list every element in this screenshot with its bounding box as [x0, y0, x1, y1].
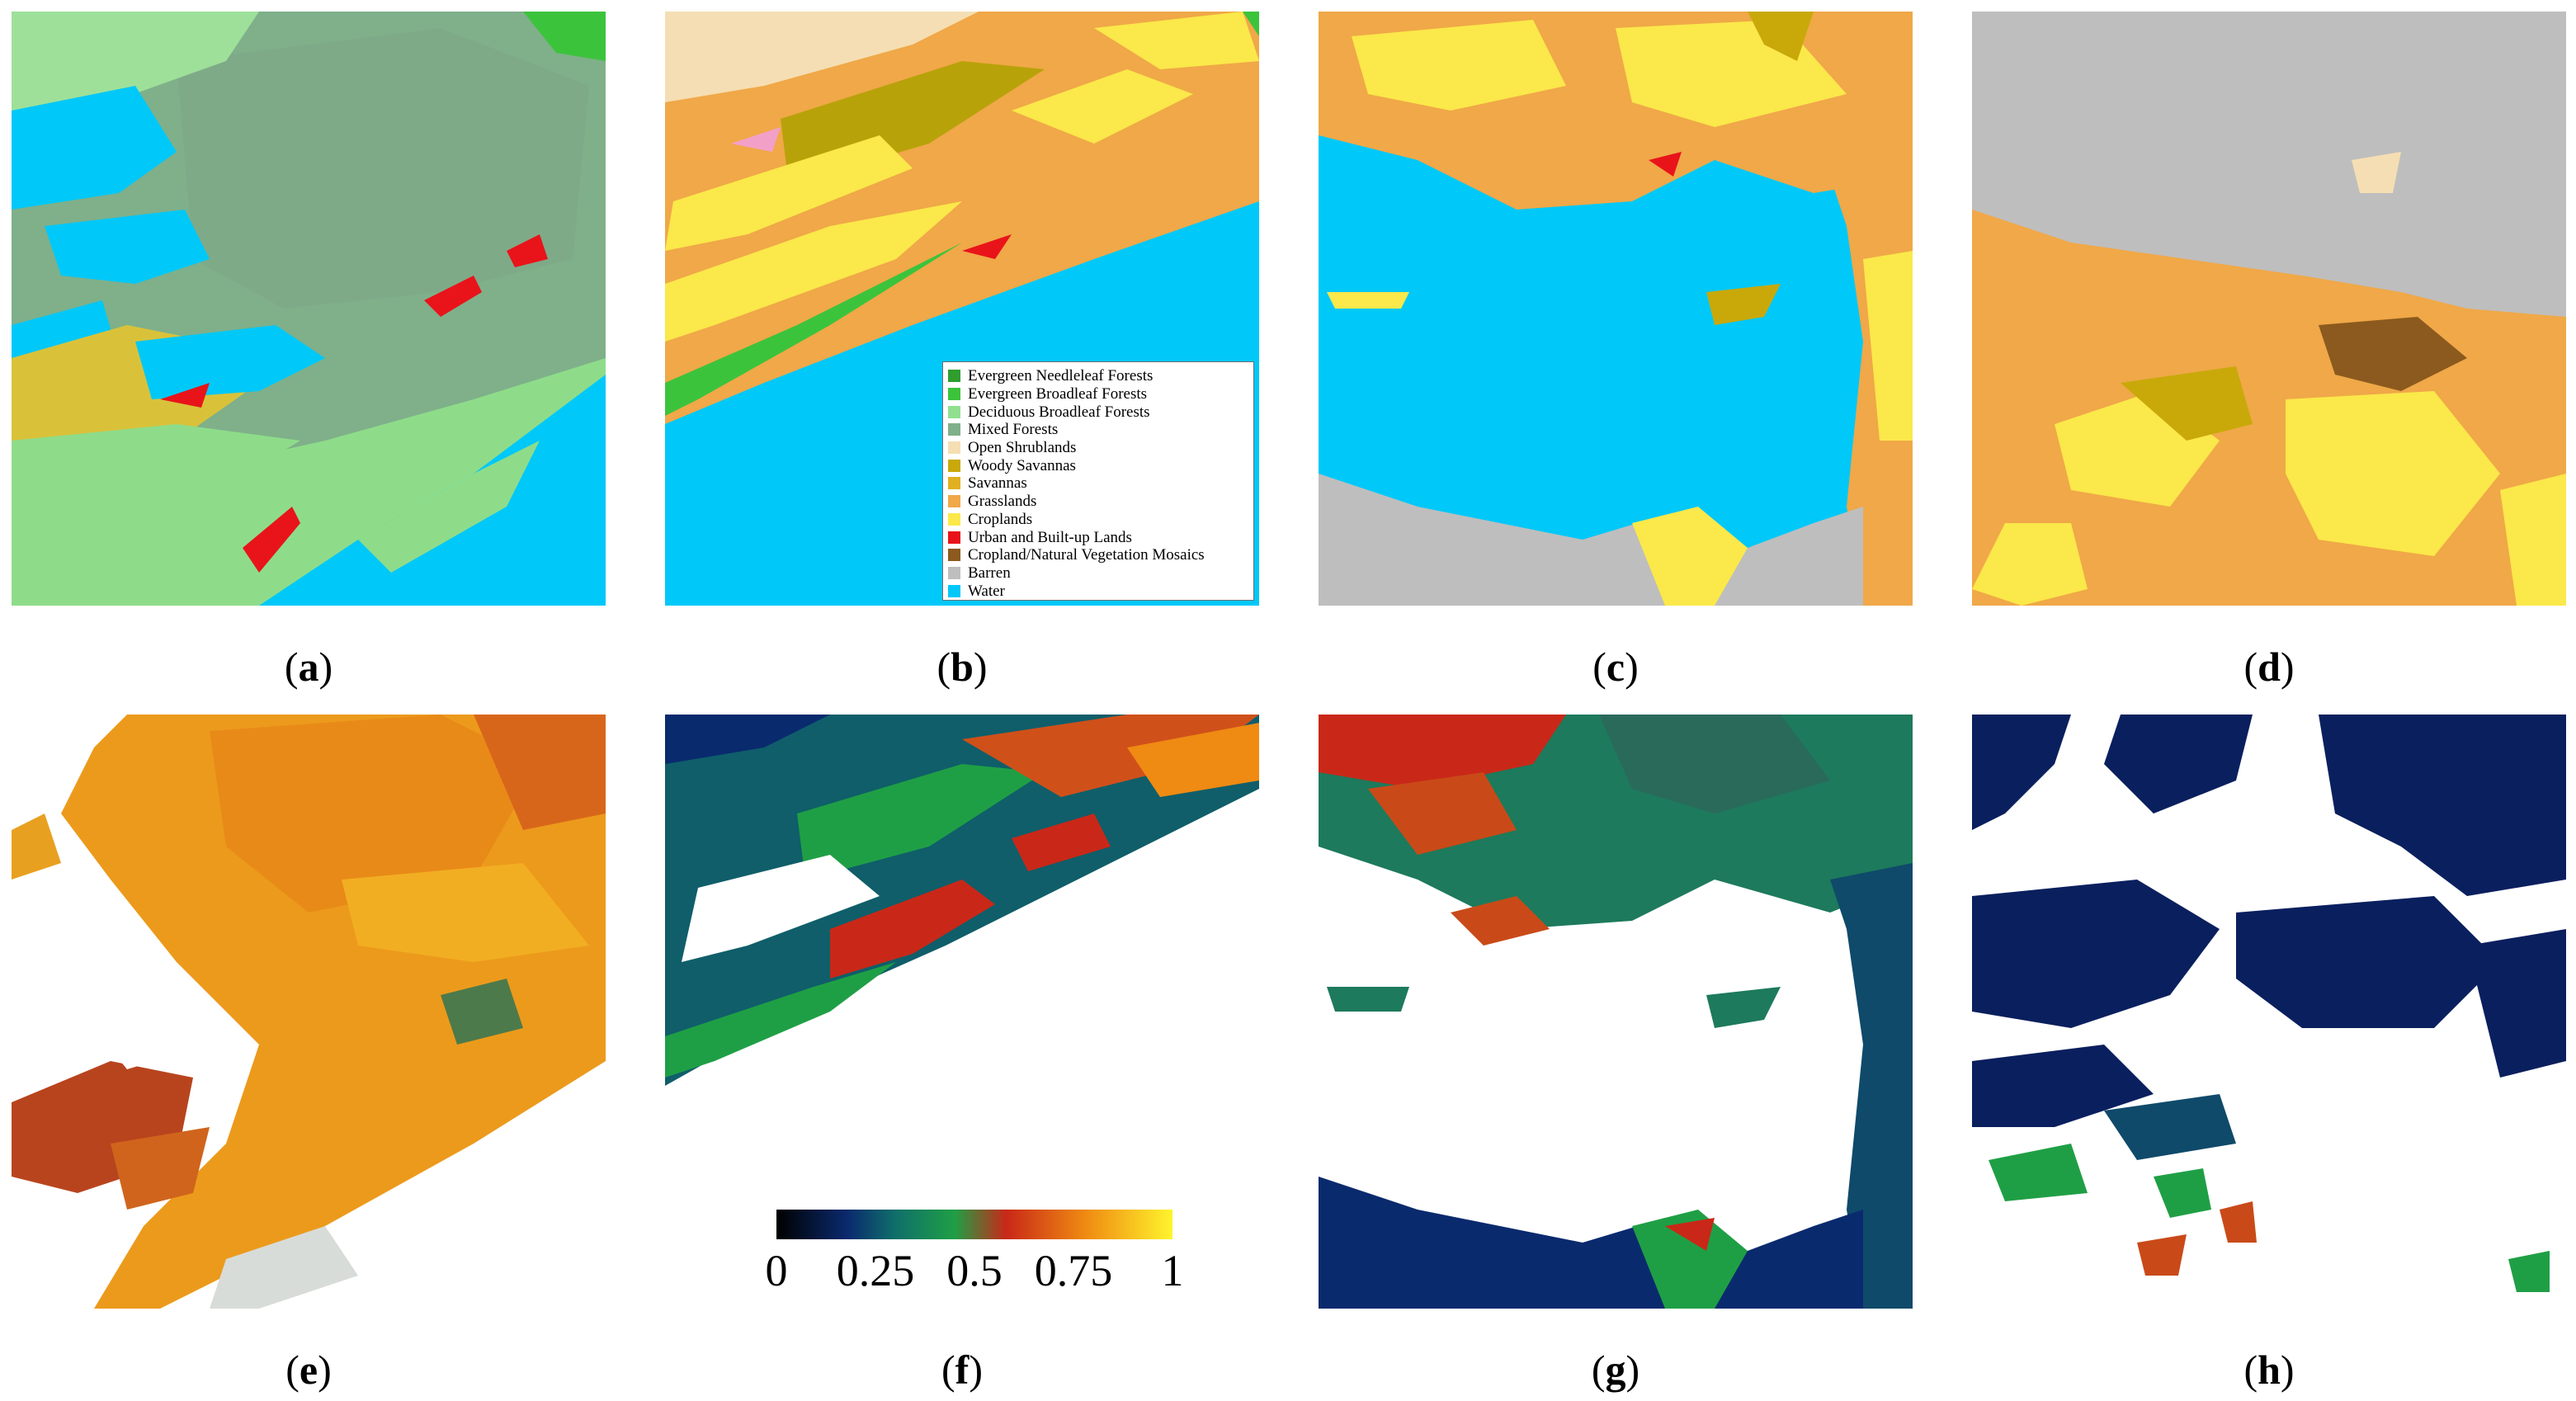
- legend-entry: Croplands: [948, 511, 1248, 529]
- legend-label: Barren: [968, 564, 1011, 582]
- legend-label: Savannas: [968, 474, 1027, 493]
- probability-map-e: [12, 715, 606, 1309]
- colorbar-tick-label: 1: [1161, 1246, 1184, 1295]
- legend-entry: Grasslands: [948, 493, 1248, 511]
- legend-swatch: [948, 370, 960, 383]
- legend-entry: Mixed Forests: [948, 421, 1248, 439]
- legend-entry: Cropland/Natural Vegetation Mosaics: [948, 546, 1248, 564]
- legend-label: Urban and Built-up Lands: [968, 528, 1132, 546]
- landcover-map-b-image: [665, 12, 1259, 606]
- legend-swatch: [948, 495, 960, 508]
- probability-map-f: 0 0.25 0.5 0.75 1: [665, 715, 1259, 1309]
- landcover-map-a: [12, 12, 606, 606]
- legend-entry: Woody Savannas: [948, 456, 1248, 474]
- legend-entry: Evergreen Needleleaf Forests: [948, 367, 1248, 385]
- legend-swatch: [948, 512, 960, 526]
- caption-d: (d): [2243, 644, 2295, 690]
- legend-label: Cropland/Natural Vegetation Mosaics: [968, 546, 1205, 564]
- legend-swatch: [948, 549, 960, 562]
- legend-label: Open Shrublands: [968, 439, 1077, 457]
- colorbar-tick-label: 0.25: [836, 1246, 915, 1295]
- legend-label: Water: [968, 582, 1005, 600]
- legend-swatch: [948, 477, 960, 490]
- legend-swatch: [948, 405, 960, 418]
- colorbar-tick-label: 0.75: [1034, 1246, 1113, 1295]
- caption-a: (a): [284, 644, 333, 690]
- legend-entry: Water: [948, 582, 1248, 600]
- probability-map-g: [1319, 715, 1913, 1309]
- caption-b: (b): [937, 644, 988, 690]
- landcover-map-b: Evergreen Needleleaf Forests Evergreen Br…: [665, 12, 1259, 606]
- legend-swatch: [948, 388, 960, 401]
- legend-swatch: [948, 531, 960, 544]
- landcover-map-d-image: [1972, 12, 2566, 606]
- landcover-map-a-image: [12, 12, 606, 606]
- legend-label: Deciduous Broadleaf Forests: [968, 403, 1150, 421]
- landcover-legend: Evergreen Needleleaf Forests Evergreen Br…: [942, 361, 1254, 601]
- probability-map-h: [1972, 715, 2566, 1309]
- legend-entry: Savannas: [948, 474, 1248, 493]
- legend-label: Evergreen Broadleaf Forests: [968, 385, 1148, 403]
- legend-swatch: [948, 459, 960, 472]
- legend-entry: Deciduous Broadleaf Forests: [948, 403, 1248, 421]
- colorbar-tick-label: 0: [765, 1246, 788, 1295]
- landcover-map-d: [1972, 12, 2566, 606]
- legend-swatch: [948, 441, 960, 455]
- landcover-map-c-image: [1319, 12, 1913, 606]
- probability-map-g-image: [1319, 715, 1913, 1309]
- legend-label: Woody Savannas: [968, 456, 1076, 474]
- legend-swatch: [948, 566, 960, 579]
- probability-map-h-image: [1972, 715, 2566, 1309]
- caption-g: (g): [1591, 1347, 1640, 1393]
- legend-label: Grasslands: [968, 493, 1037, 511]
- landcover-map-c: [1319, 12, 1913, 606]
- caption-f: (f): [941, 1347, 983, 1393]
- legend-swatch: [948, 423, 960, 436]
- legend-entry: Evergreen Broadleaf Forests: [948, 385, 1248, 403]
- legend-entry: Open Shrublands: [948, 439, 1248, 457]
- caption-h: (h): [2243, 1347, 2295, 1393]
- probability-map-f-image: [665, 715, 1259, 1309]
- caption-e: (e): [285, 1347, 332, 1393]
- legend-entry: Barren: [948, 564, 1248, 583]
- probability-colorbar: 0 0.25 0.5 0.75 1: [766, 1210, 1184, 1309]
- legend-label: Evergreen Needleleaf Forests: [968, 367, 1154, 385]
- colorbar-gradient: [776, 1210, 1172, 1239]
- legend-label: Mixed Forests: [968, 421, 1059, 439]
- caption-c: (c): [1592, 644, 1639, 690]
- legend-swatch: [948, 584, 960, 597]
- probability-map-e-image: [12, 715, 606, 1309]
- colorbar-tick-label: 0.5: [946, 1246, 1003, 1295]
- legend-label: Croplands: [968, 510, 1033, 528]
- legend-entry: Urban and Built-up Lands: [948, 528, 1248, 546]
